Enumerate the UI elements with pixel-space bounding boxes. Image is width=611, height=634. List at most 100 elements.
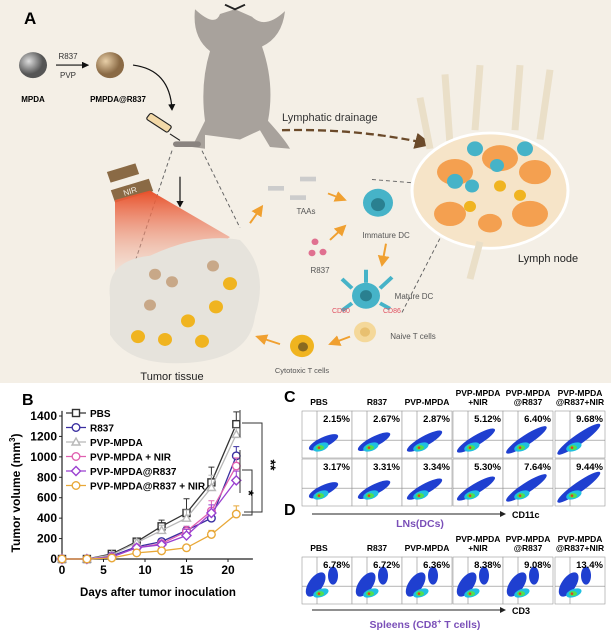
data-point [181,543,191,553]
data-point [71,451,81,461]
taas-label: TAAs [297,207,316,216]
group-header: @R837 [514,397,543,407]
density-core [417,446,421,449]
syringe-icon [146,112,181,141]
flow-plot: 3.17% [301,458,353,507]
r837-molecules [308,238,327,257]
gate-percentage: 13.4% [576,560,603,571]
group-header: PBS [310,397,328,407]
legend-label: PVP-MPDA@R837 + NIR [90,482,206,493]
x-axis-label: Days after tumor inoculation [80,587,236,599]
group-header: +NIR [468,543,488,553]
mouse-silhouette [192,3,290,149]
group-header: R837 [367,397,388,407]
group-header: R837 [367,543,388,553]
gate-percentage: 8.38% [474,560,501,571]
y-axis-label-close: ) [9,434,23,438]
cd11c-label: CD11c [512,510,540,520]
y-tick-label: 1000 [30,450,57,464]
flow-plot: 2.15% [301,410,353,459]
mpda-particle [19,52,47,79]
group-header: PVP-MPDA [405,397,450,407]
gate-percentage: 3.34% [423,462,450,473]
series-pvp-mpda-r837-nir [57,505,241,564]
density-lobe [479,566,489,585]
x-tick-label: 20 [221,563,235,577]
group-header: PVP-MPDA [456,534,501,544]
y-axis-label-sup: 3 [8,437,17,442]
lymphatic-drainage-label: Lymphatic drainage [282,112,378,124]
group-header: @R837+NIR [556,543,604,553]
data-point [206,482,217,492]
panel-a-artwork [19,3,570,364]
group-header: PVP-MPDA [506,534,551,544]
density-core [570,494,574,497]
data-point [231,428,242,439]
data-point [206,529,216,539]
immature-dc-cell [363,188,393,217]
density-core [317,592,321,595]
data-point [230,474,242,486]
r837-to-dc-arrow [329,224,347,241]
legend-label: PBS [90,409,111,420]
flow-plot: 3.34% [401,458,453,507]
gate-percentage: 6.40% [524,414,551,425]
density-lobe [581,566,591,585]
flow-plot: 13.4% [554,556,606,605]
density-lobe [529,566,539,585]
mpda-label: MPDA [21,95,45,104]
mature-dc-label: Mature DC [395,292,434,301]
flow-plot: 5.30% [452,458,504,507]
significance-brackets [239,410,263,516]
legend-label: PVP-MPDA [90,438,143,449]
spleens-caption-text: Spleens (CD8 [370,619,438,631]
cd80-label: CD80 [332,308,350,315]
density-core [518,446,522,449]
legend-item: PVP-MPDA@R837 [66,465,177,478]
lymph-node-zoom-lines [371,179,444,313]
density-outer [305,572,326,597]
gate-percentage: 9.44% [576,462,603,473]
density-core [468,446,472,449]
y-tick-label: 0 [50,552,57,566]
cd3-label: CD3 [512,606,530,616]
density-outer [506,572,527,597]
density-lobe [378,566,388,585]
nir-label: NIR [122,185,138,198]
naive-t-label: Naive T cells [390,332,436,341]
legend-item: R837 [66,423,114,435]
gate-percentage: 7.64% [524,462,551,473]
tumor-tissue [109,238,260,364]
data-point [231,509,241,519]
plot-frame [301,410,353,459]
density-core [518,592,522,595]
spleens-caption-sup: + [437,619,441,626]
density-outer [456,572,477,597]
flow-plot: 6.40% [502,410,554,459]
r837-label: R837 [310,266,330,275]
data-point [132,548,142,558]
t-activation-arrow [328,335,351,346]
x-tick-label: 10 [138,563,152,577]
gate-percentage: 9.68% [576,414,603,425]
y-axis-label: Tumor volume (mm3) [8,434,23,553]
density-core [367,592,371,595]
y-tick-label: 1200 [30,429,57,443]
y-tick-label: 400 [37,511,57,525]
spleens-caption: Spleens (CD8+ T cells) [370,619,481,631]
y-axis-label-text: Tumor volume (mm [9,442,23,552]
gate-percentage: 3.31% [373,462,400,473]
flow-plot: 7.64% [502,458,554,507]
pmpda-particle [96,52,124,79]
data-point [157,546,167,556]
y-tick-label: 800 [37,470,57,484]
density-outer [558,572,579,597]
y-tick-label: 1400 [30,409,57,423]
gate-percentage: 6.36% [423,560,450,571]
lymph-node-label: Lymph node [518,253,578,265]
gate-percentage: 2.87% [423,414,450,425]
cytotoxic-t-label: Cytotoxic T cells [275,366,330,375]
taa-to-dc-arrow [327,191,347,202]
data-point [156,524,167,535]
legend-item: PVP-MPDA [66,436,143,449]
